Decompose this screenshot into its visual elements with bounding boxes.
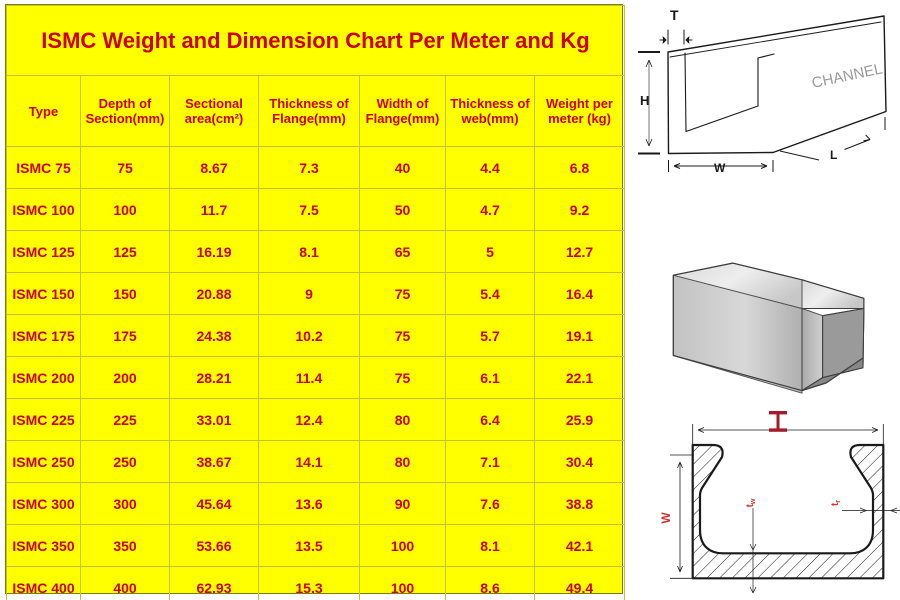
svg-text:H: H xyxy=(640,93,649,108)
svg-text:tr: tr xyxy=(830,500,842,506)
svg-text:W: W xyxy=(659,512,673,524)
svg-text:L: L xyxy=(830,148,837,162)
svg-text:CHANNEL: CHANNEL xyxy=(810,60,884,92)
svg-text:T: T xyxy=(670,7,679,23)
svg-text:tw: tw xyxy=(745,498,757,507)
svg-text:W: W xyxy=(714,161,726,175)
